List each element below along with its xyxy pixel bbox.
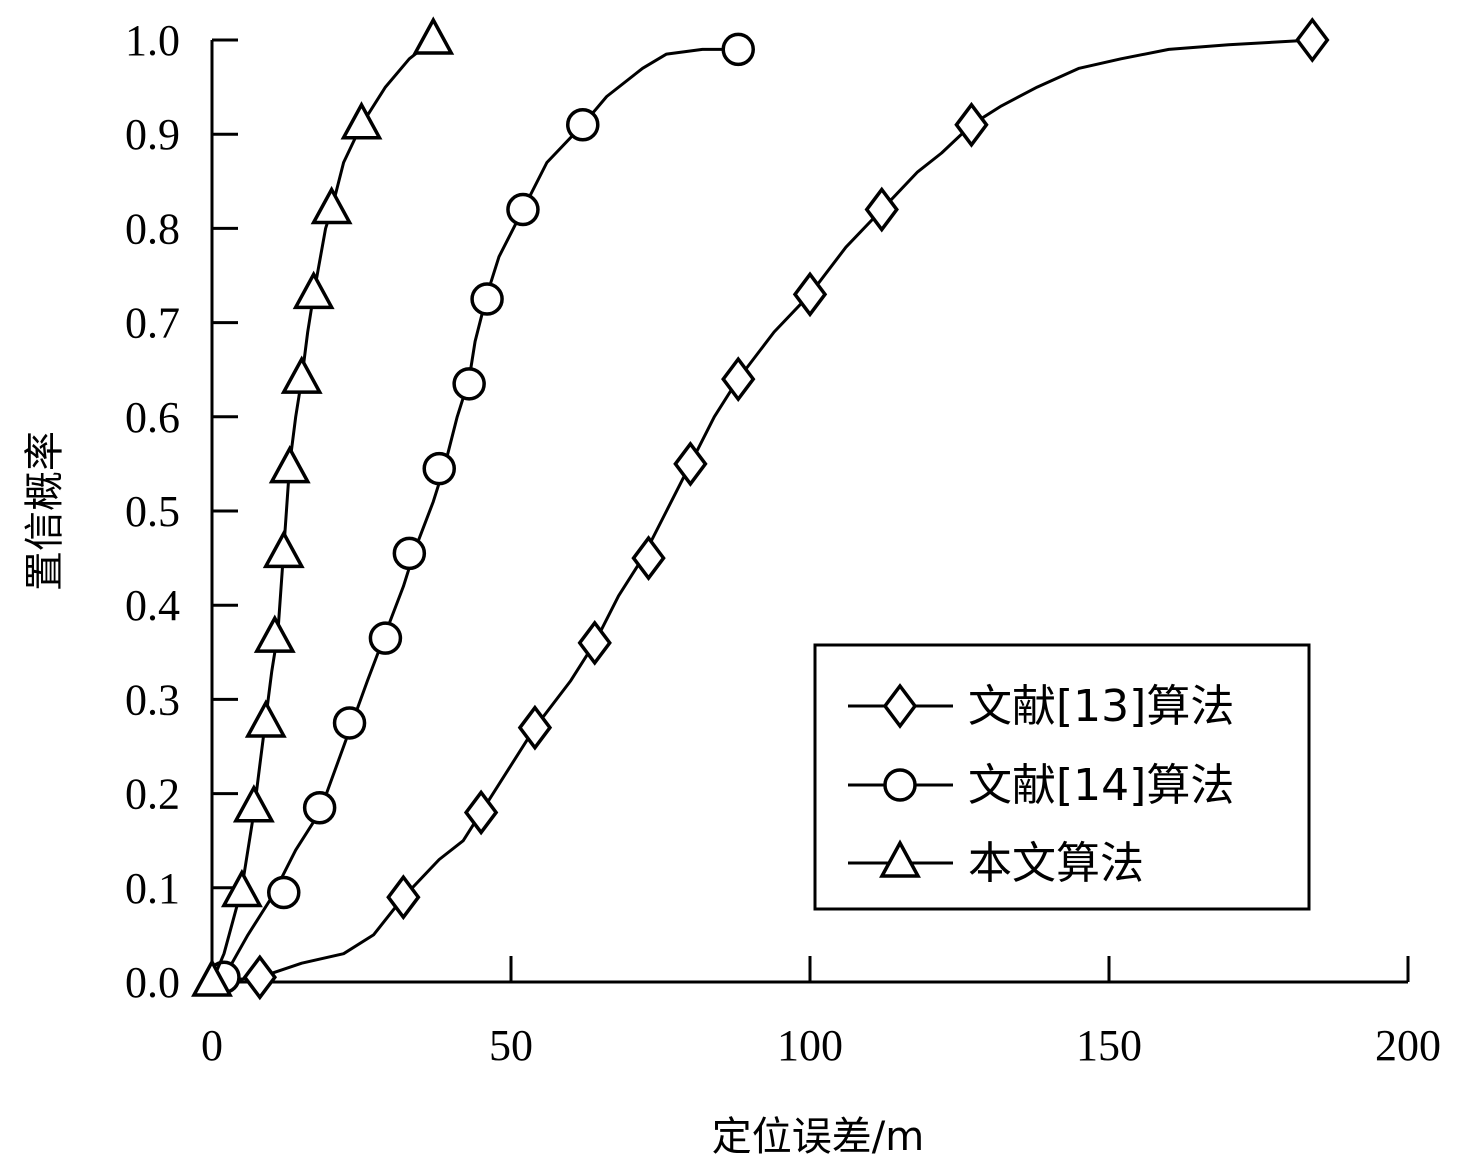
data-point-diamond bbox=[1295, 17, 1330, 63]
data-point-circle bbox=[368, 621, 403, 655]
y-tick-label: 0.8 bbox=[125, 204, 180, 253]
data-point-triangle bbox=[220, 868, 263, 908]
legend-marker-diamond bbox=[882, 683, 918, 729]
data-point-triangle bbox=[340, 101, 383, 140]
x-ticks: 0 50 100 150 200 bbox=[201, 956, 1441, 1070]
series-line-circle bbox=[211, 47, 739, 984]
data-point-diamond bbox=[242, 954, 278, 1001]
x-tick-label: 200 bbox=[1375, 1021, 1441, 1070]
y-ticks: 0.0 0.1 0.2 0.3 0.4 0.5 0.6 0.7 0.8 0.9 1.0 bbox=[125, 16, 238, 1007]
data-point-circle bbox=[422, 451, 456, 486]
x-tick-label: 50 bbox=[489, 1021, 533, 1070]
x-tick-label: 100 bbox=[777, 1021, 843, 1070]
data-point-diamond bbox=[386, 874, 421, 921]
data-point-circle bbox=[392, 536, 427, 571]
data-point-diamond bbox=[673, 440, 708, 487]
y-tick-label: 0.1 bbox=[125, 864, 180, 913]
data-point-circle bbox=[721, 32, 755, 67]
y-tick-label: 0.9 bbox=[125, 110, 180, 159]
data-point-triangle bbox=[310, 185, 353, 225]
data-point-diamond bbox=[721, 356, 756, 403]
data-point-circle bbox=[302, 790, 337, 825]
series-triangle bbox=[191, 16, 455, 997]
legend-label: 文献[14]算法 bbox=[968, 760, 1234, 811]
data-point-triangle bbox=[292, 270, 335, 310]
data-point-triangle bbox=[191, 958, 233, 997]
data-point-circle bbox=[506, 192, 540, 227]
y-tick-label: 0.5 bbox=[125, 487, 180, 536]
y-tick-label: 0.4 bbox=[125, 581, 180, 630]
data-point-triangle bbox=[412, 16, 455, 55]
data-point-circle bbox=[332, 706, 367, 740]
data-point-triangle bbox=[268, 444, 311, 484]
legend-label: 文献[13]算法 bbox=[968, 681, 1234, 732]
data-point-diamond bbox=[864, 186, 899, 233]
series-circle bbox=[207, 32, 755, 995]
data-point-diamond bbox=[792, 271, 828, 318]
legend-label: 本文算法 bbox=[968, 838, 1144, 889]
y-tick-label: 0.3 bbox=[125, 675, 180, 724]
series-layer bbox=[191, 16, 1330, 1001]
legend-item-triangle: 本文算法 bbox=[848, 838, 1144, 889]
data-point-diamond bbox=[517, 704, 553, 751]
legend-item-circle: 文献[14]算法 bbox=[848, 760, 1234, 811]
data-point-triangle bbox=[262, 529, 305, 569]
data-point-triangle bbox=[253, 614, 296, 653]
data-point-circle bbox=[267, 875, 301, 910]
data-point-diamond bbox=[631, 535, 666, 582]
data-point-diamond bbox=[954, 101, 989, 148]
y-tick-label: 0.2 bbox=[125, 770, 180, 819]
data-point-triangle bbox=[280, 355, 323, 394]
y-tick-label: 0.7 bbox=[125, 299, 180, 348]
data-point-circle bbox=[566, 108, 600, 142]
x-tick-label: 0 bbox=[201, 1021, 223, 1070]
legend-marker-circle bbox=[883, 768, 917, 802]
y-tick-label: 0.0 bbox=[125, 958, 180, 1007]
data-point-diamond bbox=[577, 619, 612, 666]
series-diamond bbox=[211, 17, 1330, 1001]
data-point-circle bbox=[470, 282, 504, 316]
data-point-triangle bbox=[244, 699, 287, 738]
y-tick-label: 0.6 bbox=[125, 393, 180, 442]
x-axis-title: 定位误差/m bbox=[712, 1114, 924, 1160]
y-axis-title: 置信概率 bbox=[22, 431, 68, 591]
data-point-diamond bbox=[463, 789, 499, 836]
x-tick-label: 150 bbox=[1076, 1021, 1142, 1070]
series-line-triangle bbox=[210, 38, 435, 983]
data-point-triangle bbox=[232, 784, 275, 823]
data-point-circle bbox=[452, 367, 486, 401]
legend-item-diamond: 文献[13]算法 bbox=[848, 681, 1234, 732]
y-tick-label: 1.0 bbox=[125, 16, 180, 65]
legend-marker-triangle bbox=[879, 839, 921, 878]
